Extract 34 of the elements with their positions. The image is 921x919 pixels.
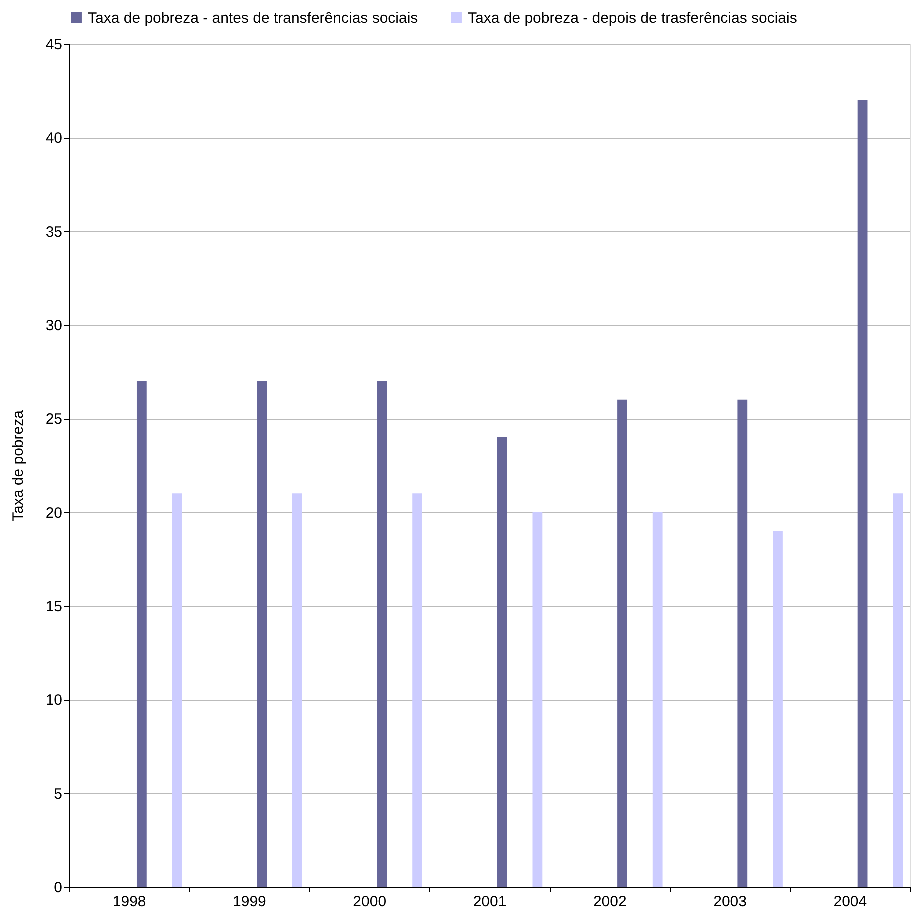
bar bbox=[292, 494, 302, 887]
y-tick-label: 30 bbox=[46, 318, 62, 334]
y-tick-label: 25 bbox=[46, 411, 62, 428]
bar bbox=[377, 381, 388, 887]
x-tick-label: 2001 bbox=[473, 894, 507, 910]
x-tick-label: 1998 bbox=[112, 894, 146, 910]
y-tick-label: 10 bbox=[46, 692, 62, 710]
y-tick-label: 15 bbox=[46, 598, 62, 616]
bar bbox=[618, 400, 628, 887]
bar bbox=[893, 494, 904, 887]
bar bbox=[532, 512, 543, 887]
legend-label: Taxa de pobreza - antes de transferências sociais bbox=[88, 10, 418, 27]
bar bbox=[136, 381, 147, 887]
bar bbox=[412, 494, 423, 887]
bar bbox=[257, 381, 268, 887]
y-tick-label: 20 bbox=[46, 504, 62, 522]
y-tick-label: 45 bbox=[46, 36, 62, 54]
y-tick-label: 35 bbox=[46, 224, 62, 241]
bar bbox=[172, 494, 182, 887]
y-tick-label: 5 bbox=[54, 786, 62, 803]
bar bbox=[858, 100, 868, 887]
x-tick-label: 2004 bbox=[834, 894, 868, 910]
bar bbox=[738, 400, 748, 887]
y-tick-label: 40 bbox=[46, 130, 62, 148]
x-tick-label: 2003 bbox=[714, 894, 747, 910]
bar bbox=[652, 512, 663, 887]
x-tick-label: 1999 bbox=[233, 894, 266, 910]
bar bbox=[497, 437, 508, 887]
y-tick-label: 0 bbox=[54, 880, 62, 896]
x-tick-label: 2000 bbox=[353, 894, 387, 910]
legend-label: Taxa de pobreza - depois de trasferências sociais bbox=[468, 10, 798, 27]
x-tick-label: 2002 bbox=[593, 894, 627, 910]
bar bbox=[773, 531, 783, 887]
y-axis-title: Taxa de pobreza bbox=[10, 410, 27, 522]
